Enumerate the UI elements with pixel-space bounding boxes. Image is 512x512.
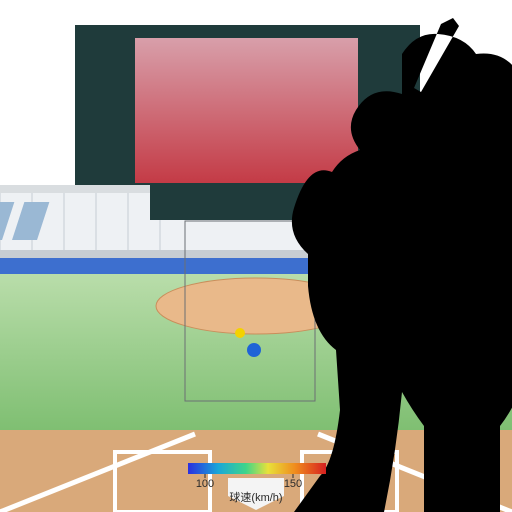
- legend-title: 球速(km/h): [229, 490, 282, 504]
- legend-bar: [188, 463, 326, 474]
- pitch-marker: [235, 328, 245, 338]
- pitch-location-diagram: 100 150球速(km/h): [0, 0, 512, 512]
- legend-tick-label: 100: [196, 478, 214, 490]
- scoreboard-screen: [135, 38, 358, 183]
- pitch-marker: [247, 343, 261, 357]
- legend-tick-label: 150: [284, 478, 302, 490]
